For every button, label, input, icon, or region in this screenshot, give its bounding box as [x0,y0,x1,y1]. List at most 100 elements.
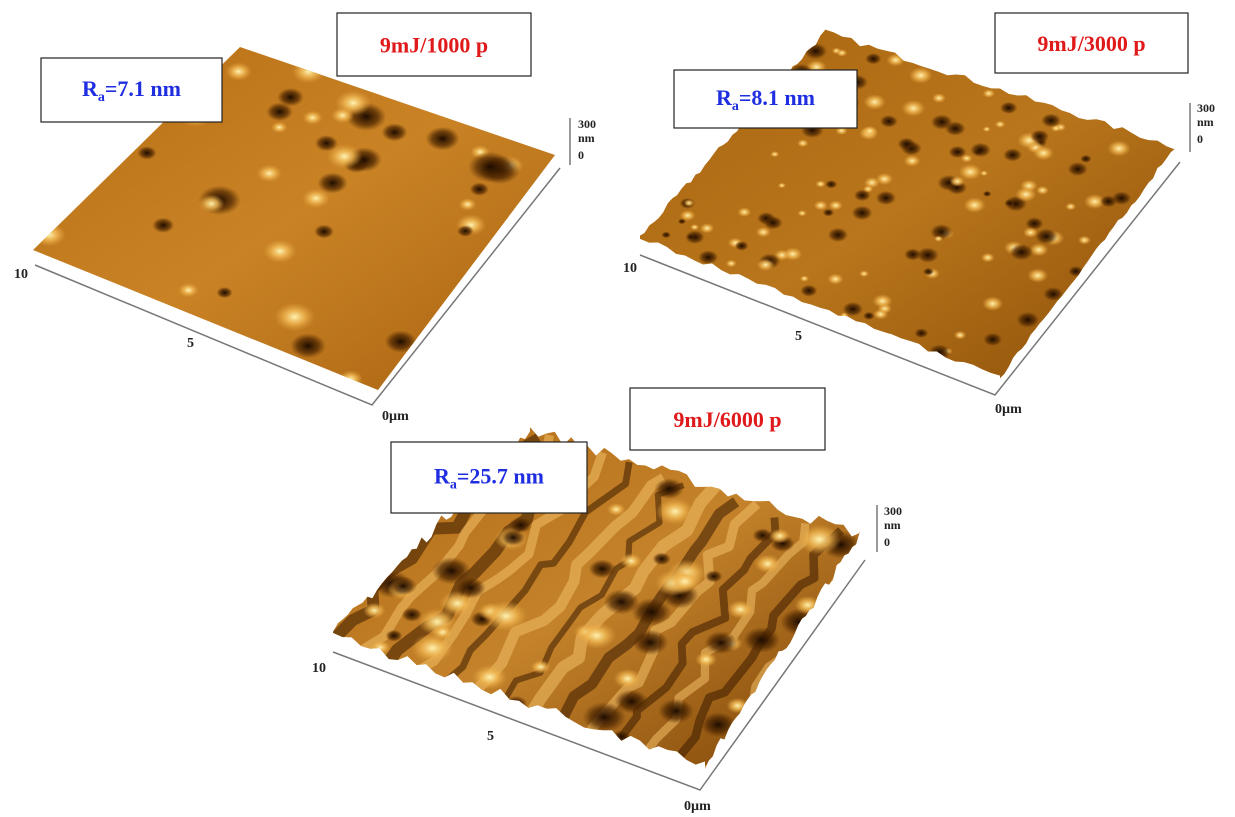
surface-feature [901,99,926,117]
base-axis [34,167,561,406]
surface-feature [982,89,996,98]
axis-label-far: 10 [623,261,637,276]
surface-feature [1009,243,1034,261]
surface-feature [769,528,791,544]
surface-feature [799,275,810,282]
surface-feature [794,595,821,615]
condition-box [994,12,1189,74]
surface-feature [271,121,288,134]
surface-feature [256,164,282,183]
surface-feature [1004,199,1016,207]
surface-feature [411,633,454,663]
surface-feature [914,328,929,339]
surface-feature [963,197,986,213]
surface-feature [291,59,326,84]
surface-feature [686,234,696,240]
surface-feature [655,497,695,525]
z-label-zero: 0 [1197,132,1203,146]
surface-feature [863,311,875,320]
surface-feature [277,87,304,107]
surface-feature [654,478,684,499]
surface-feature [314,135,338,152]
z-label-top: 300 [884,504,902,518]
surface-feature [836,49,848,57]
condition-label: 9mJ/3000 p [1037,31,1145,56]
roughness-symbol: R [434,464,451,489]
surface-feature [931,93,946,103]
surface-feature [263,239,297,263]
roughness-symbol: R [716,85,733,110]
surface-feature [652,552,671,566]
surface-feature [389,576,417,596]
surface-feature [783,247,803,261]
surface-feature [803,43,828,60]
surface-feature [797,210,807,217]
surface-feature [725,259,737,268]
surface-feature [705,570,723,583]
surface-feature [704,631,738,655]
surface-feature [137,146,157,160]
surface-feature [859,270,869,278]
surface-feature [1067,162,1088,177]
surface-feature [468,151,513,183]
surface-feature [668,569,702,594]
surface-feature [1023,227,1039,238]
surface-feature [363,602,386,619]
surface-feature [699,223,715,234]
surface-feature [326,144,362,169]
surface-feature [457,225,474,237]
z-label-unit: nm [1197,115,1214,129]
surface-feature [33,223,66,247]
surface-feature [734,241,749,251]
surface-feature [1065,202,1077,211]
surface-feature [994,120,1006,128]
surface-feature [970,142,992,158]
axis-label-mid: 5 [795,329,802,344]
surface-feature [381,123,408,142]
ridge [472,473,667,694]
roughness-subscript: a [450,478,457,493]
surface-feature [614,689,649,714]
surface-feature [152,217,175,233]
surface-feature [658,698,694,724]
surface-feature [225,62,252,81]
surface-feature [695,651,717,668]
surface-feature [501,529,526,546]
surface-feature [274,302,316,332]
surface-feature [631,598,672,626]
surface-feature [983,332,1003,347]
surface-feature [958,163,982,180]
surface-feature [582,702,626,733]
surface-texture [333,433,860,769]
condition-box [629,387,826,451]
surface-feature [1068,266,1084,277]
base-axis [332,559,866,791]
surface-feature [813,200,828,211]
surface-feature [756,258,775,271]
surface-feature [455,577,486,599]
base-axis [639,161,1181,396]
surface-feature [530,659,551,674]
surface-feature [827,273,844,285]
surface-feature [1036,185,1049,195]
surface-feature [743,627,781,653]
surface-feature [290,333,326,359]
surface-feature [471,664,508,690]
surface-feature [879,115,898,128]
surface-feature [1025,217,1044,230]
surface-feature [727,600,754,619]
surface-feature [944,121,966,136]
surface-feature [726,697,749,714]
surface-feature [897,137,916,151]
surface-feature [930,224,953,240]
surface-feature [1029,243,1049,257]
surface-feature [612,730,631,743]
surface-feature [908,67,933,84]
surface-feature [875,172,894,186]
surface-feature [1043,287,1064,301]
surface-feature [632,629,669,656]
